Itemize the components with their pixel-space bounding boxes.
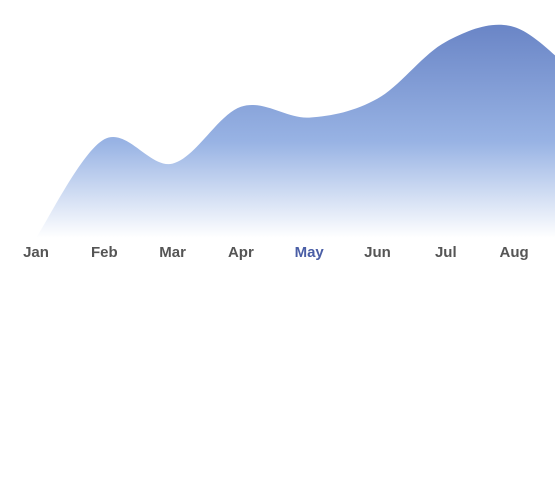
x-tick-label-jan: Jan xyxy=(23,244,49,261)
x-tick-label-jun: Jun xyxy=(364,244,391,261)
x-tick-label-aug: Aug xyxy=(500,244,529,261)
x-axis-labels: Jan Feb Mar Apr May Jun Jul Aug xyxy=(23,244,529,261)
x-tick-label-mar: Mar xyxy=(159,244,186,261)
x-tick-label-feb: Feb xyxy=(91,244,118,261)
area-series xyxy=(36,24,555,238)
x-tick-label-may: May xyxy=(295,244,325,261)
x-tick-label-apr: Apr xyxy=(228,244,254,261)
x-tick-label-jul: Jul xyxy=(435,244,457,261)
